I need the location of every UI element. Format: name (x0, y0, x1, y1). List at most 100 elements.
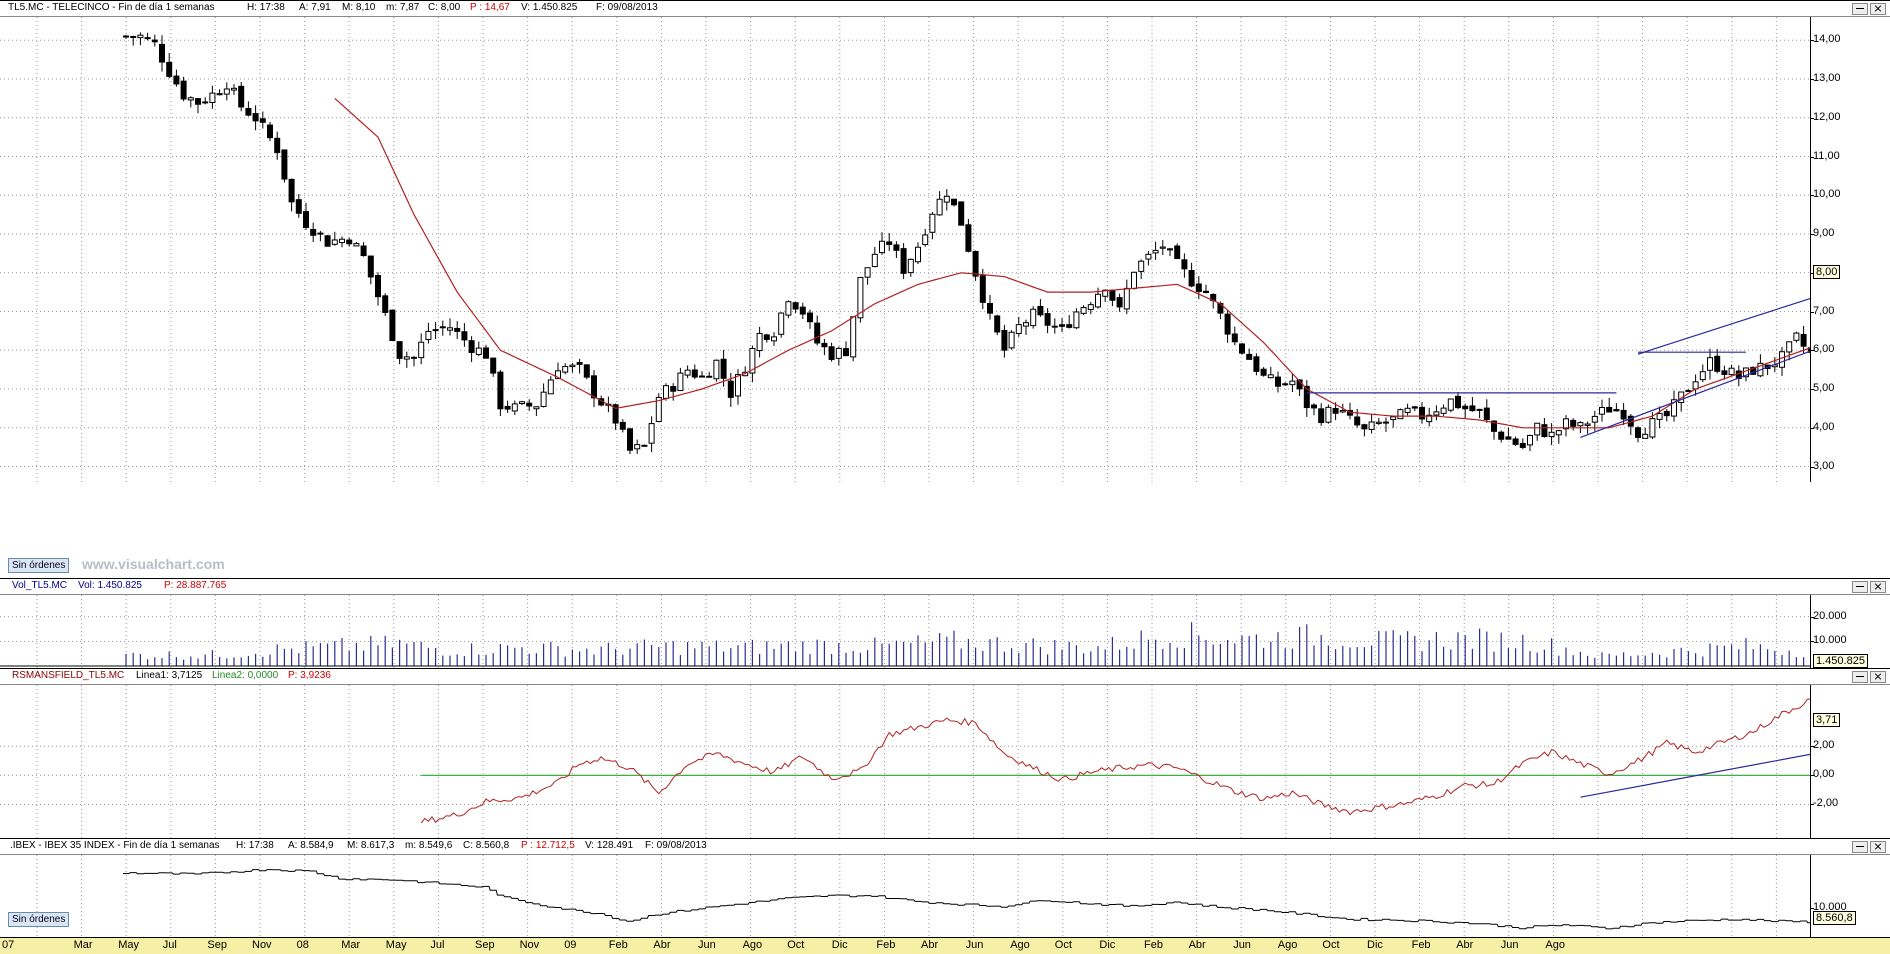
close-icon[interactable] (1870, 3, 1886, 15)
candle-body (274, 137, 281, 154)
candle-body (1411, 406, 1418, 409)
y-tick-label: 10,00 (1813, 188, 1841, 201)
candle-body (1563, 418, 1569, 430)
x-tick-label: Mar (341, 939, 361, 951)
candle-body (231, 87, 237, 91)
candle-body (763, 334, 770, 340)
ibex-sin-ordenes-button[interactable]: Sin órdenes (8, 912, 70, 927)
close-icon[interactable] (1870, 671, 1886, 683)
candle-body (778, 312, 785, 335)
x-tick-label: 09 (564, 939, 577, 951)
candle-body (1051, 325, 1058, 328)
symbol-title: TL5.MC - TELECINCO - Fin de día 1 semana… (8, 2, 215, 13)
candle-body (375, 275, 381, 298)
candle-body (497, 371, 504, 410)
candle-body (1325, 406, 1332, 423)
ibex-high: M: 8.617,3 (347, 840, 395, 851)
candle-body (1483, 407, 1490, 420)
volume-plot (0, 595, 1810, 668)
candle-body (1786, 341, 1793, 353)
candle-body (1289, 380, 1296, 386)
candle-body (123, 35, 129, 38)
candle-body (1116, 297, 1123, 308)
ibex-panel: .IBEX - IBEX 35 INDEX - Fin de día 1 sem… (0, 838, 1890, 938)
minimize-icon[interactable] (1852, 581, 1868, 593)
close-icon[interactable] (1870, 581, 1886, 593)
y-tick-mark (1810, 746, 1814, 748)
candle-body (259, 118, 266, 123)
close-icon[interactable] (1870, 841, 1886, 853)
ibex-open: A: 8.584,9 (288, 840, 334, 851)
x-tick-label: Abr (653, 939, 671, 951)
y-tick-mark (1810, 272, 1814, 274)
candle-body (1433, 411, 1440, 416)
candle-body (425, 330, 432, 341)
candle-body (1577, 422, 1584, 427)
candle-body (1195, 283, 1202, 292)
x-tick-label: Ago (742, 939, 763, 951)
x-tick-label: Jun (1500, 939, 1519, 951)
candle-body (569, 364, 576, 368)
candle-body (1491, 420, 1497, 432)
candle-body (1174, 245, 1181, 260)
candle-body (533, 406, 540, 410)
candle-body (303, 211, 309, 228)
trend-line (1637, 297, 1810, 355)
rsm-panel-header: RSMANSFIELD_TL5.MC Linea1: 3,7125 Linea2… (0, 669, 1890, 685)
candle-body (1303, 385, 1310, 409)
minimize-icon[interactable] (1852, 3, 1868, 15)
minimize-icon[interactable] (1852, 671, 1868, 683)
y-tick-mark (1810, 389, 1814, 390)
volume-value: V: 1.450.825 (521, 2, 578, 13)
sin-ordenes-button[interactable]: Sin órdenes (8, 558, 70, 573)
candle-body (295, 199, 302, 214)
candle-body (655, 396, 662, 422)
candle-body (1591, 415, 1598, 423)
high-value: M: 8,10 (342, 2, 376, 13)
candle-body (749, 347, 756, 374)
candle-body (1246, 353, 1253, 360)
candle-body (663, 385, 669, 399)
candle-body (699, 375, 705, 378)
candle-body (324, 235, 331, 247)
x-tick-label: Abr (1456, 939, 1474, 951)
y-tick-mark (1810, 79, 1814, 80)
candle-body (756, 332, 763, 352)
x-tick-label: Nov (519, 939, 540, 951)
candle-body (504, 405, 511, 410)
candle-body (173, 75, 180, 85)
volume-panel-header: Vol_TL5.MC Vol: 1.450.825 P: 28.887.765 (0, 579, 1890, 595)
x-tick-label: Jul (162, 939, 177, 951)
candle-body (900, 248, 907, 274)
candle-body (915, 246, 921, 263)
candle-body (223, 88, 230, 95)
x-tick-label: Feb (876, 939, 896, 951)
y-tick-mark (1810, 311, 1814, 313)
volume-p: P: 28.887.765 (164, 580, 227, 591)
y-tick-mark (1810, 234, 1814, 235)
candle-body (792, 302, 799, 310)
ibex-close: C: 8.560,8 (463, 840, 510, 851)
candle-body (1001, 329, 1008, 351)
candle-body (1570, 419, 1577, 427)
candle-body (1145, 253, 1152, 260)
candle-body (1311, 404, 1317, 409)
candle-body (735, 374, 741, 397)
candle-body (1519, 442, 1526, 448)
candle-body (1282, 383, 1289, 386)
candle-body (965, 224, 972, 252)
price-axis: 14,00 13,00 12,00 11,00 10,00 9,00 8,00 7,00 6,0… (1810, 17, 1890, 482)
candle-body (137, 34, 144, 39)
volume-label: Vol_TL5.MC (12, 580, 68, 591)
candle-body (972, 250, 979, 277)
y-tick-label: 12,00 (1813, 110, 1841, 123)
ibex-panel-header: .IBEX - IBEX 35 INDEX - Fin de día 1 sem… (0, 839, 1890, 855)
rsm-linea1: Linea1: 3,7125 (136, 670, 203, 681)
trend-line (1580, 350, 1810, 438)
candle-body (1368, 421, 1375, 430)
y-tick-mark (1810, 156, 1814, 158)
candle-body (619, 421, 626, 430)
candle-body (1073, 311, 1080, 329)
minimize-icon[interactable] (1852, 841, 1868, 853)
candle-body (267, 124, 273, 139)
